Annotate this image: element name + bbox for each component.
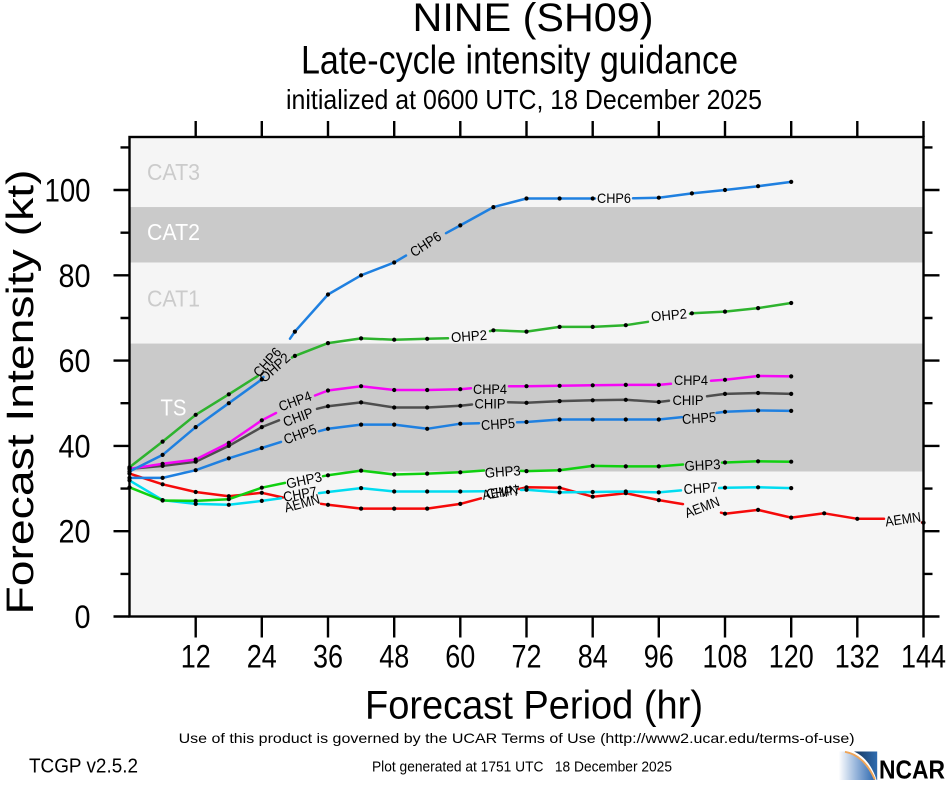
svg-text:CAT2: CAT2 — [147, 219, 200, 245]
svg-text:TS: TS — [161, 394, 187, 420]
svg-text:80: 80 — [59, 258, 91, 294]
svg-text:24: 24 — [247, 639, 277, 675]
svg-text:CHP4: CHP4 — [473, 381, 507, 397]
svg-text:Plot generated at 1751 UTC 1: Plot generated at 1751 UTC 18 December 2… — [372, 760, 672, 776]
svg-text:CHIP: CHIP — [475, 396, 506, 412]
svg-text:Late-cycle intensity guidance: Late-cycle intensity guidance — [301, 39, 738, 83]
svg-text:20: 20 — [59, 514, 91, 550]
svg-text:OHP2: OHP2 — [650, 305, 687, 324]
svg-text:Forecast Intensity (kt): Forecast Intensity (kt) — [0, 170, 42, 615]
svg-text:GHP3: GHP3 — [684, 456, 721, 474]
svg-text:CAT3: CAT3 — [147, 159, 200, 185]
svg-text:120: 120 — [769, 639, 814, 675]
svg-text:initialized at 0600 UTC, 18 De: initialized at 0600 UTC, 18 December 202… — [286, 84, 762, 115]
svg-text:108: 108 — [703, 639, 748, 675]
svg-text:CHP5: CHP5 — [681, 409, 716, 427]
svg-text:CHIP: CHIP — [673, 392, 704, 408]
svg-text:48: 48 — [379, 639, 409, 675]
svg-text:100: 100 — [45, 173, 91, 209]
svg-text:60: 60 — [59, 343, 91, 379]
svg-text:84: 84 — [578, 639, 608, 675]
svg-text:Forecast Period (hr): Forecast Period (hr) — [365, 684, 703, 728]
svg-text:CHP7: CHP7 — [683, 479, 718, 497]
svg-text:AEMN: AEMN — [481, 481, 519, 503]
svg-text:OHP2: OHP2 — [450, 327, 487, 345]
svg-text:AEMN: AEMN — [884, 509, 922, 530]
svg-text:12: 12 — [181, 639, 211, 675]
svg-text:GHP3: GHP3 — [484, 462, 521, 480]
svg-text:CHP7: CHP7 — [485, 482, 521, 501]
svg-text:72: 72 — [512, 639, 542, 675]
svg-text:CHP5: CHP5 — [480, 415, 515, 433]
svg-text:144: 144 — [901, 639, 946, 675]
svg-text:GHP3: GHP3 — [285, 468, 324, 491]
svg-text:40: 40 — [59, 428, 91, 464]
svg-text:CAT1: CAT1 — [147, 286, 200, 312]
svg-text:CHP6: CHP6 — [597, 190, 631, 206]
svg-text:CHP7: CHP7 — [282, 483, 318, 505]
svg-text:96: 96 — [644, 639, 674, 675]
svg-text:CHP4: CHP4 — [674, 372, 708, 388]
svg-text:TCGP v2.5.2: TCGP v2.5.2 — [29, 756, 138, 778]
svg-text:NINE (SH09): NINE (SH09) — [413, 0, 654, 40]
svg-text:NCAR: NCAR — [879, 755, 945, 781]
svg-text:Use of this product is governe: Use of this product is governed by the U… — [179, 730, 855, 746]
svg-text:36: 36 — [313, 639, 343, 675]
svg-text:132: 132 — [835, 639, 880, 675]
svg-text:0: 0 — [75, 599, 91, 635]
svg-text:60: 60 — [445, 639, 475, 675]
